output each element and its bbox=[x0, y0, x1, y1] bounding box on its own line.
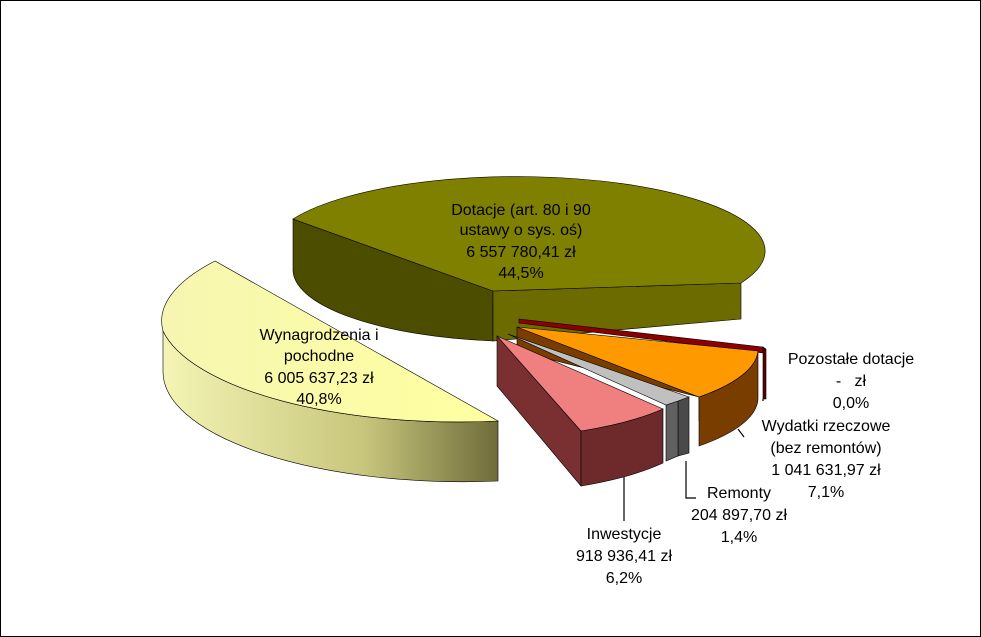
label-inwestycje: Inwestycje 918 936,41 zł 6,2% bbox=[576, 526, 673, 587]
slice-pozostale-side bbox=[762, 346, 767, 400]
label-dotacje-amount: 6 557 780,41 zł bbox=[466, 244, 576, 261]
label-inwestycje-name: Inwestycje bbox=[587, 526, 662, 543]
leader-line-remonty bbox=[685, 461, 696, 499]
slice-remonty-top bbox=[507, 333, 690, 406]
label-wynagrodzenia-percent: 40,8% bbox=[296, 391, 341, 408]
slice-wydatki-top bbox=[516, 326, 759, 398]
label-wynagrodzenia-name-2: pochodne bbox=[284, 348, 354, 365]
slice-remonty-side bbox=[677, 396, 690, 457]
slice-wynagrodzenia[interactable] bbox=[161, 260, 500, 483]
label-remonty-name: Remonty bbox=[707, 485, 771, 502]
label-dotacje: Dotacje (art. 80 i 90 ustawy o sys. oś) … bbox=[451, 202, 591, 282]
label-pozostale: Pozostałe dotacje - zł 0,0% bbox=[788, 351, 914, 412]
label-remonty: Remonty 204 897,70 zł 1,4% bbox=[691, 485, 788, 546]
label-wydatki-name-2: (bez remontów) bbox=[770, 440, 881, 457]
slice-remonty[interactable] bbox=[507, 333, 690, 462]
slice-dotacje[interactable] bbox=[292, 176, 766, 342]
label-pozostale-percent: 0,0% bbox=[833, 395, 869, 412]
label-wynagrodzenia-amount: 6 005 637,23 zł bbox=[264, 370, 374, 387]
label-inwestycje-percent: 6,2% bbox=[606, 570, 642, 587]
label-wydatki-percent: 7,1% bbox=[808, 484, 844, 501]
label-remonty-percent: 1,4% bbox=[721, 529, 757, 546]
label-pozostale-amount: - zł bbox=[836, 373, 867, 390]
slice-wynagrodzenia-top bbox=[161, 260, 500, 423]
label-wydatki-amount: 1 041 631,97 zł bbox=[771, 462, 881, 479]
slice-pozostale[interactable] bbox=[518, 318, 767, 400]
slice-inwestycje[interactable] bbox=[496, 335, 664, 487]
slice-dotacje-top bbox=[292, 176, 766, 292]
label-remonty-amount: 204 897,70 zł bbox=[691, 507, 788, 524]
slice-dotacje-side bbox=[292, 218, 494, 342]
label-pozostale-name: Pozostałe dotacje bbox=[788, 351, 914, 368]
label-dotacje-percent: 44,5% bbox=[498, 265, 543, 282]
label-dotacje-name-1: Dotacje (art. 80 i 90 bbox=[451, 202, 591, 219]
label-dotacje-name-2: ustawy o sys. oś) bbox=[460, 222, 583, 239]
slice-remonty-side-front bbox=[665, 400, 679, 462]
label-wydatki-name-1: Wydatki rzeczowe bbox=[762, 418, 891, 435]
label-wydatki: Wydatki rzeczowe (bez remontów) 1 041 63… bbox=[762, 418, 891, 501]
label-inwestycje-amount: 918 936,41 zł bbox=[576, 548, 673, 565]
leader-line-wydatki bbox=[737, 428, 745, 438]
label-wynagrodzenia-name-1: Wynagrodzenia i bbox=[259, 327, 378, 344]
slice-inwestycje-top bbox=[496, 335, 664, 432]
label-wynagrodzenia: Wynagrodzenia i pochodne 6 005 637,23 zł… bbox=[259, 327, 378, 408]
